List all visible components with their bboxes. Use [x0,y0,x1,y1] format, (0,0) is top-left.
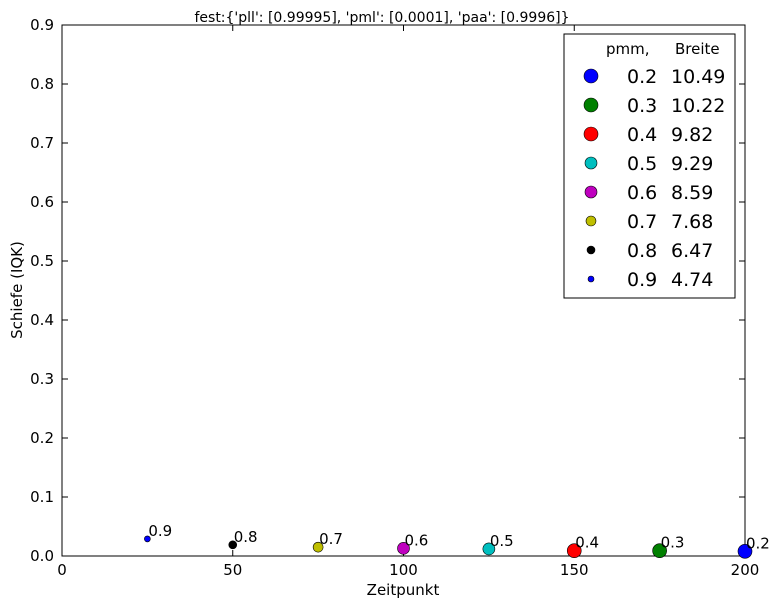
legend-marker [584,156,598,170]
legend-header-breite: Breite [675,40,720,58]
legend-marker [584,185,598,199]
x-tick-label: 150 [560,561,589,579]
legend-pmm: 0.2 [627,66,657,88]
x-tick-label: 0 [57,561,67,579]
legend-breite: 8.59 [671,182,713,204]
legend: pmm, Breite 0.2 10.49 0.3 10.22 0.4 9.82 0.5 9.… [563,33,736,299]
y-tick-label: 0.5 [30,252,54,270]
data-label: 0.5 [490,532,514,550]
legend-breite: 7.68 [671,211,713,233]
data-point [482,542,496,556]
data-point [737,543,753,559]
legend-pmm: 0.4 [627,124,657,146]
legend-marker [583,68,599,84]
y-tick-label: 0.0 [30,547,54,565]
data-label: 0.4 [575,534,599,552]
legend-marker [586,245,596,255]
legend-pmm: 0.5 [627,153,657,175]
data-point [144,535,151,543]
data-point [652,543,667,558]
x-tick-label: 100 [389,561,418,579]
legend-marker [587,275,595,283]
data-label: 0.3 [661,534,685,552]
legend-breite: 10.22 [671,95,725,117]
data-point [228,540,238,550]
legend-breite: 6.47 [671,240,713,262]
data-point [312,541,324,553]
data-label: 0.6 [405,531,429,549]
legend-marker [583,97,599,113]
legend-pmm: 0.8 [627,240,657,262]
y-tick-label: 0.6 [30,193,54,211]
legend-breite: 9.29 [671,153,713,175]
data-point [397,542,410,555]
y-tick-label: 0.1 [30,488,54,506]
y-tick-label: 0.2 [30,429,54,447]
data-label: 0.8 [234,528,258,546]
legend-breite: 4.74 [671,269,713,291]
data-label: 0.2 [746,534,770,552]
x-tick-label: 50 [223,561,242,579]
legend-marker [583,126,599,142]
legend-breite: 9.82 [671,124,713,146]
legend-pmm: 0.7 [627,211,657,233]
y-axis-label: Schiefe (IQK) [8,241,26,339]
legend-header-pmm: pmm, [606,40,650,58]
data-point [566,543,582,558]
y-tick-label: 0.9 [30,16,54,34]
legend-breite: 10.49 [671,66,725,88]
data-label: 0.9 [148,522,172,540]
y-tick-label: 0.7 [30,134,54,152]
y-tick-label: 0.8 [30,75,54,93]
chart-title: fest:{'pll': [0.99995], 'pml': [0.0001],… [194,10,569,26]
x-tick-label: 200 [731,561,760,579]
legend-marker [585,215,597,227]
legend-pmm: 0.9 [627,269,657,291]
y-tick-label: 0.3 [30,370,54,388]
x-axis-label: Zeitpunkt [367,581,440,599]
data-label: 0.7 [319,530,343,548]
y-tick-label: 0.4 [30,311,54,329]
legend-pmm: 0.6 [627,182,657,204]
legend-pmm: 0.3 [627,95,657,117]
